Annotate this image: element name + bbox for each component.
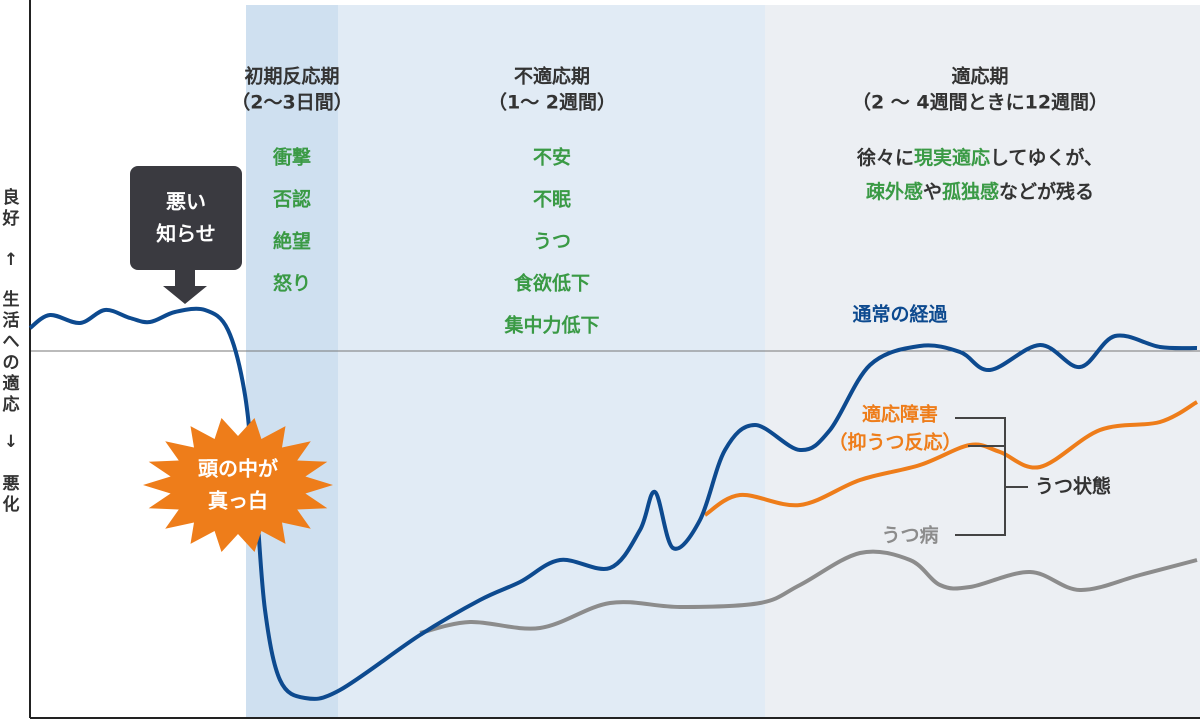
y-axis-label: ↓: [3, 432, 19, 452]
description-part: 孤独感: [942, 180, 999, 203]
curve-normal: [28, 306, 1198, 701]
phase-name: 不適応期: [514, 65, 590, 88]
y-axis-label: 生活への適応: [2, 290, 20, 415]
burst: [143, 418, 333, 552]
symptom: 食欲低下: [514, 272, 590, 295]
symptom: 不眠: [533, 189, 571, 211]
phase-duration: （2～3日間）: [231, 91, 352, 114]
description: 徐々に現実適応してゆくが、: [856, 146, 1103, 169]
bracket: [955, 417, 1028, 536]
phase-band: [765, 5, 1200, 718]
burst-text: 頭の中が: [198, 457, 278, 481]
curve-label: 通常の経過: [852, 303, 948, 326]
phase-duration: （1～ 2週間）: [488, 91, 616, 114]
description-part: や: [923, 181, 942, 203]
symptom: うつ: [533, 231, 571, 253]
y-axis-label: 悪化: [2, 474, 20, 515]
y-axis-label: 良好: [2, 188, 20, 229]
phase-duration: （2 ～ 4週間ときに12週間）: [852, 91, 1108, 114]
symptom: 怒り: [273, 272, 311, 295]
curve-label: （抑うつ反応）: [828, 431, 961, 454]
callout-arrow: [163, 270, 207, 304]
burst-text: 真っ白: [208, 489, 268, 513]
curve-depression: [419, 549, 1198, 635]
callout-text: 悪い: [166, 190, 206, 214]
description-part: 疎外感: [866, 180, 923, 203]
description-part: などが残る: [999, 180, 1094, 203]
symptom: 否認: [272, 188, 311, 211]
curve-label: 適応障害: [862, 403, 938, 426]
curve-label: うつ状態: [1035, 475, 1111, 498]
symptom: 不安: [533, 146, 571, 169]
phase-band: [338, 5, 765, 718]
description-part: してゆくが、: [990, 146, 1103, 169]
phase-name: 適応期: [951, 65, 1008, 88]
phase-band: [246, 5, 338, 718]
description-part: 徐々に: [856, 146, 914, 169]
curve-label: うつ病: [881, 524, 938, 547]
description-part: 現実適応: [914, 146, 990, 169]
y-axis-label: ↑: [3, 250, 19, 270]
symptom: 絶望: [273, 230, 311, 253]
callout-text: 知らせ: [156, 222, 216, 246]
description: 疎外感や孤独感などが残る: [866, 180, 1094, 203]
phase-name: 初期反応期: [244, 65, 339, 88]
symptom: 集中力低下: [503, 314, 599, 337]
callout-box: [130, 166, 242, 270]
symptom: 衝撃: [272, 146, 311, 169]
